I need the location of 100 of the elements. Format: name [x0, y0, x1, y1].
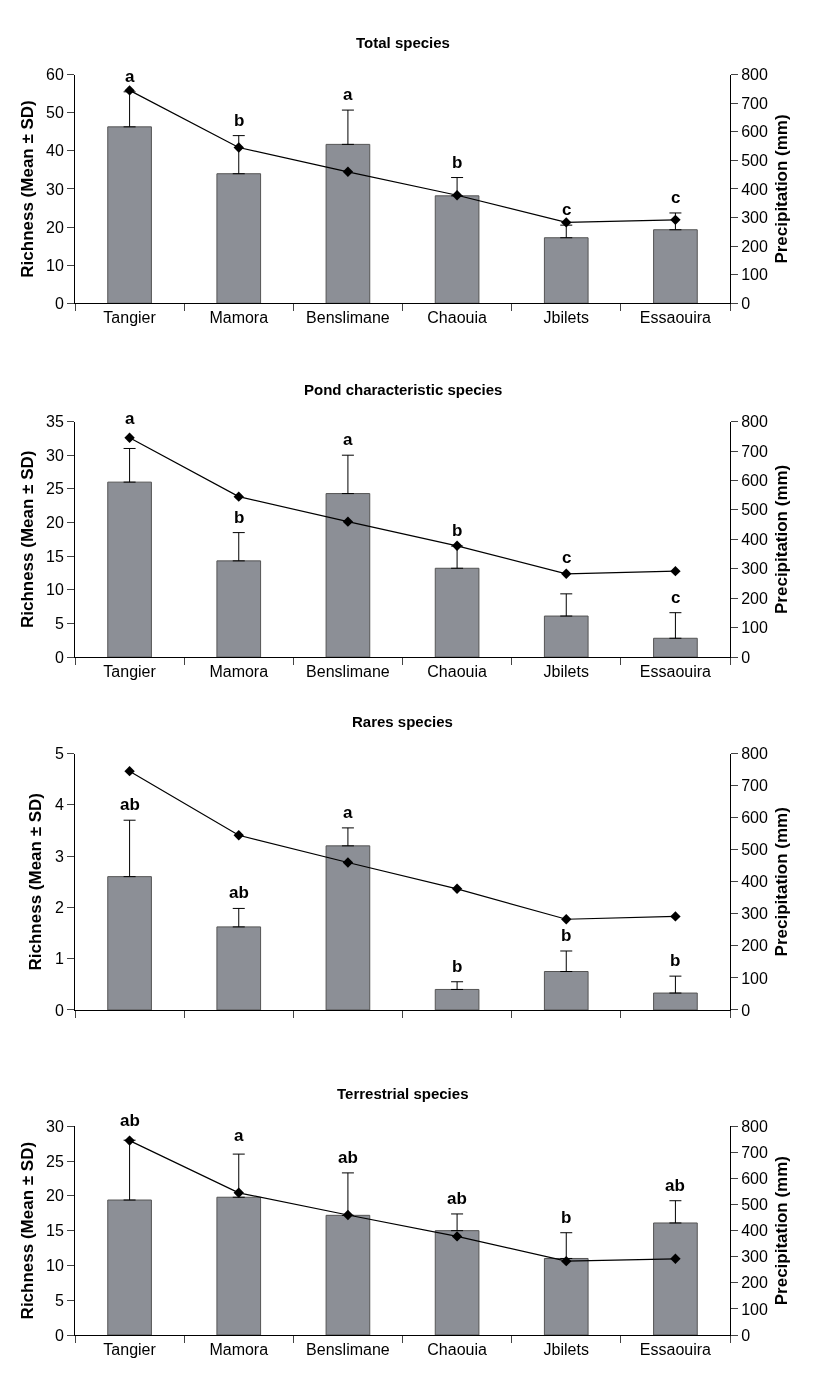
bar: [653, 992, 698, 1010]
bar: [325, 845, 371, 1010]
y-tick-label: 1: [54, 950, 64, 968]
annotation: b: [561, 926, 572, 945]
y2-axis-title: Precipitation (mm): [772, 1156, 792, 1306]
chart-title: Rares species: [352, 713, 453, 730]
y2-tick-label: 800: [741, 413, 768, 431]
y-axis-title: Richness (Mean ± SD): [17, 1141, 37, 1320]
y-tick-label: 10: [46, 581, 64, 599]
x-tick-label: Benslimane: [306, 1341, 390, 1359]
annotation: b: [452, 521, 463, 540]
bar: [216, 926, 262, 1010]
annotation: ab: [229, 883, 249, 902]
annotation: c: [671, 188, 681, 207]
y-tick-label: 35: [46, 413, 64, 431]
x-tick-label: Mamora: [209, 309, 269, 327]
annotation: ab: [338, 1148, 358, 1167]
y-tick-label: 30: [46, 446, 64, 464]
bar: [107, 481, 152, 658]
y-tick-label: 30: [46, 180, 64, 198]
bar: [325, 493, 371, 658]
y2-tick-label: 700: [741, 442, 768, 460]
y2-tick-label: 700: [741, 94, 768, 112]
point: [451, 883, 463, 895]
point: [342, 516, 354, 527]
annotation: b: [561, 1208, 572, 1227]
y2-tick-label: 0: [741, 294, 751, 312]
y2-tick-label: 100: [741, 969, 768, 987]
bar: [434, 1230, 480, 1336]
annotation: ab: [120, 795, 140, 814]
point: [670, 214, 681, 226]
y-tick-label: 0: [54, 294, 64, 312]
y2-tick-label: 600: [741, 472, 768, 490]
point: [670, 1253, 681, 1265]
y-tick-label: 4: [54, 796, 64, 814]
annotation: ab: [120, 1111, 140, 1130]
y2-tick-label: 800: [741, 66, 768, 84]
bar: [653, 229, 698, 304]
x-tick-label: Essaouira: [639, 309, 712, 327]
y-tick-label: 5: [54, 745, 64, 763]
point: [124, 1135, 135, 1146]
y2-tick-label: 200: [741, 237, 768, 255]
point: [233, 830, 244, 841]
y-tick-label: 0: [54, 1001, 64, 1019]
y2-axis-title: Precipitation (mm): [772, 464, 792, 614]
point: [233, 1187, 244, 1198]
y-axis-title: Richness (Mean ± SD): [26, 793, 46, 971]
y2-tick-label: 800: [741, 745, 768, 763]
y2-tick-label: 100: [741, 619, 768, 637]
annotation: a: [125, 409, 135, 428]
bar: [325, 143, 371, 304]
annotation: c: [562, 200, 572, 219]
y2-tick-label: 400: [741, 1222, 768, 1240]
x-tick-label: Tangier: [103, 663, 157, 681]
y-tick-label: 25: [46, 1152, 64, 1170]
y-tick-label: 5: [54, 1291, 64, 1309]
bar: [434, 195, 480, 304]
point: [124, 765, 135, 777]
bar: [543, 615, 589, 658]
y2-axis-title: Precipitation (mm): [772, 114, 792, 264]
y-tick-label: 50: [46, 104, 64, 122]
bar: [434, 988, 480, 1010]
annotation: c: [671, 588, 681, 607]
point: [342, 166, 354, 178]
chart-title: Total species: [356, 34, 450, 51]
y-tick-label: 0: [54, 648, 64, 666]
annotation: a: [343, 803, 353, 822]
y2-tick-label: 700: [741, 777, 768, 795]
x-tick-label: Mamora: [209, 663, 269, 681]
y-tick-label: 15: [46, 547, 64, 565]
y-tick-label: 0: [54, 1326, 64, 1344]
x-tick-label: Chaouia: [427, 309, 487, 327]
y2-tick-label: 0: [741, 648, 751, 666]
x-tick-label: Jbilets: [543, 1341, 589, 1359]
y2-tick-label: 300: [741, 1248, 768, 1266]
y2-tick-label: 100: [741, 1300, 768, 1318]
y2-tick-label: 400: [741, 873, 768, 891]
bar: [543, 237, 589, 304]
point: [342, 1209, 354, 1221]
y-tick-label: 20: [46, 514, 64, 532]
chart-title: Pond characteristic species: [304, 381, 503, 398]
x-tick-label: Tangier: [103, 1341, 157, 1359]
bar: [107, 876, 152, 1010]
annotation: a: [343, 85, 353, 104]
point: [233, 491, 244, 502]
y-axis-title: Richness (Mean ± SD): [17, 100, 37, 278]
y2-tick-label: 600: [741, 123, 768, 141]
y2-tick-label: 800: [741, 1117, 768, 1135]
point: [451, 190, 463, 201]
y2-tick-label: 200: [741, 937, 768, 955]
x-tick-label: Jbilets: [543, 309, 589, 327]
point: [670, 565, 681, 577]
y2-tick-label: 200: [741, 589, 768, 607]
bar: [216, 560, 262, 658]
annotation: c: [562, 548, 572, 567]
bar: [543, 971, 589, 1010]
bar: [107, 1199, 152, 1336]
point: [342, 857, 354, 868]
annotation: b: [234, 508, 245, 527]
y2-tick-label: 200: [741, 1274, 768, 1292]
